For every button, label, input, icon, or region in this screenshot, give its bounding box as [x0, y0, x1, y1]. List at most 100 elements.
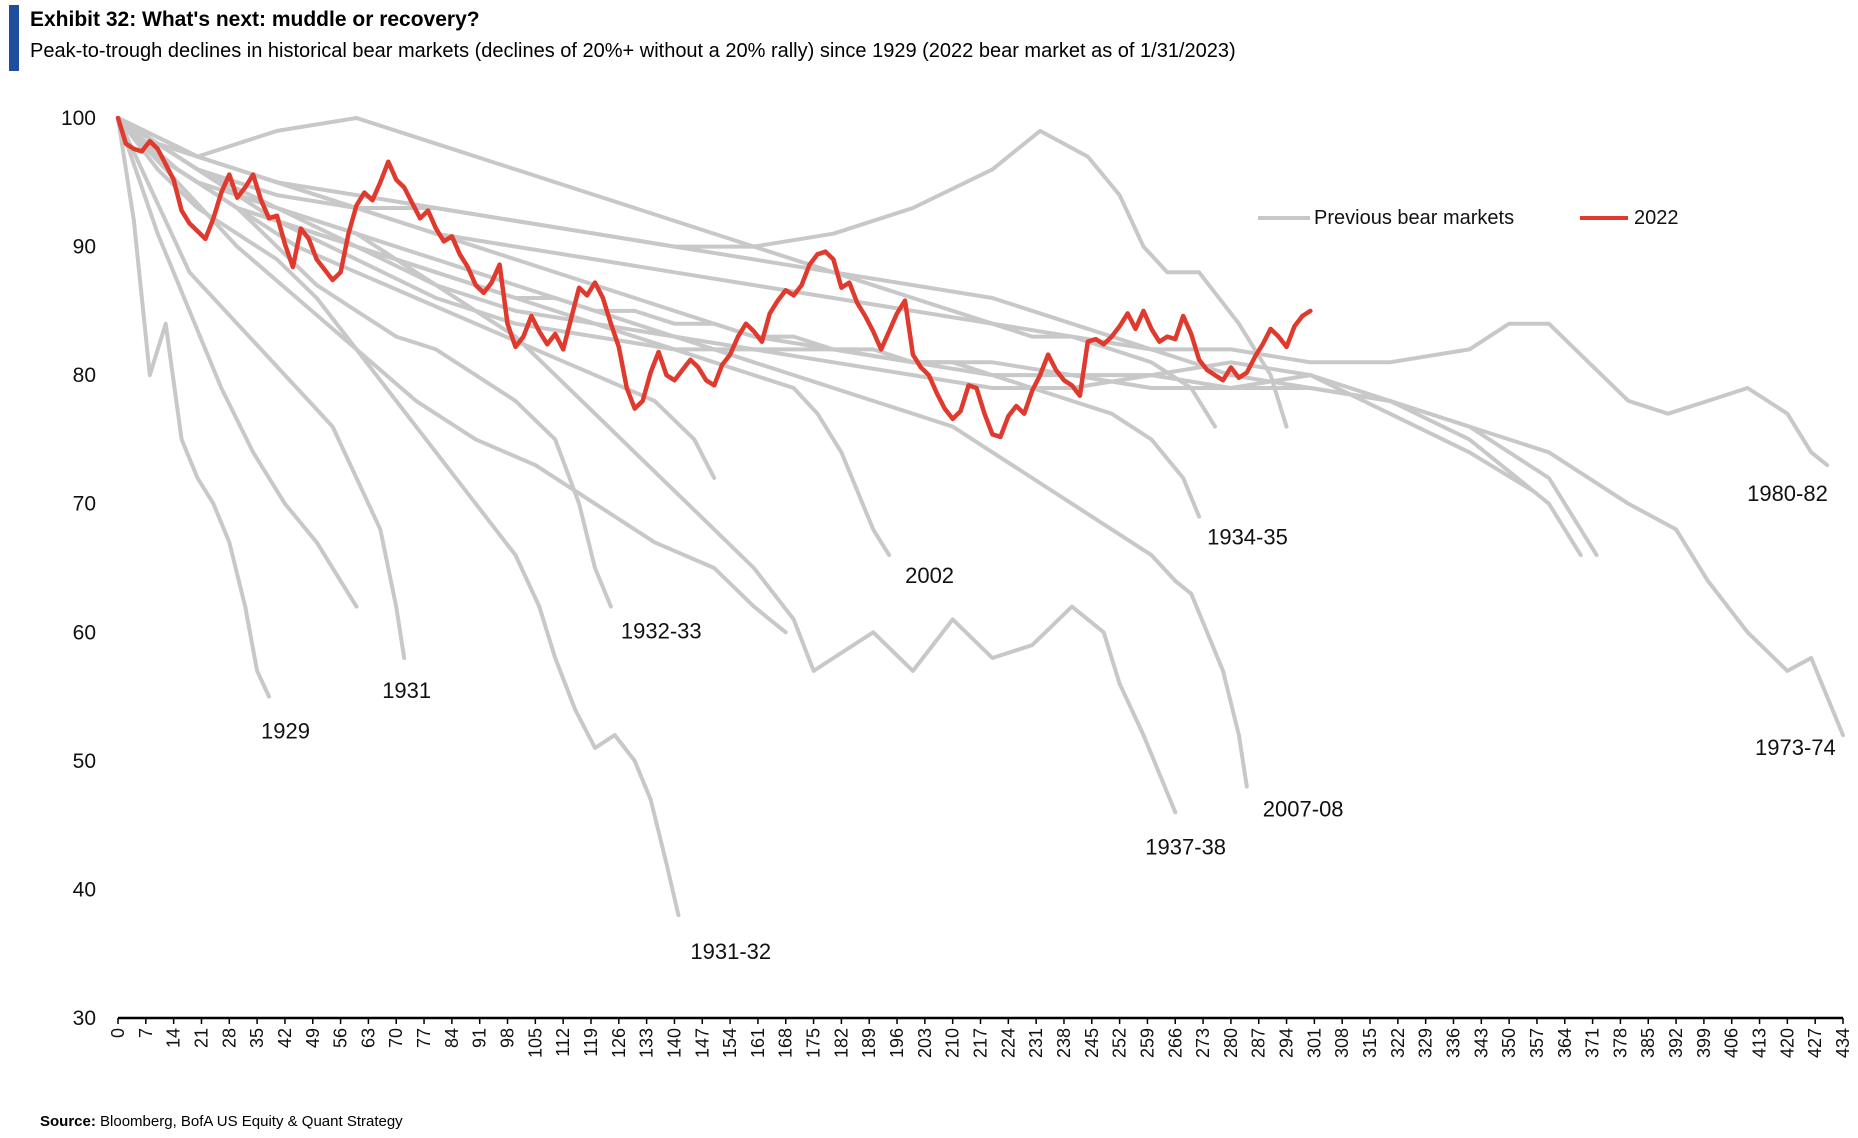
series-line-1929 — [116, 116, 271, 699]
x-tick-label: 168 — [776, 1028, 796, 1058]
x-tick-label: 210 — [943, 1028, 963, 1058]
x-tick-label: 350 — [1499, 1028, 1519, 1058]
x-tick-label: 70 — [386, 1028, 406, 1048]
series-line-unlabeled-17 — [116, 116, 359, 609]
legend: Previous bear markets 2022 — [1258, 207, 1679, 229]
x-tick-label: 364 — [1555, 1028, 1575, 1058]
x-tick-label: 98 — [498, 1028, 518, 1048]
x-tick-label: 245 — [1082, 1028, 1102, 1058]
x-tick-label: 77 — [414, 1028, 434, 1048]
series-label-1931: 1931 — [382, 678, 431, 703]
chart-subtitle: Peak-to-trough declines in historical be… — [30, 40, 1236, 62]
x-tick-label: 175 — [804, 1028, 824, 1058]
series-label-1973-74: 1973-74 — [1755, 735, 1836, 760]
x-tick-label: 7 — [136, 1028, 156, 1038]
series-line-1980-82 — [116, 116, 1830, 468]
x-tick-label: 203 — [915, 1028, 935, 1058]
x-tick-label: 49 — [303, 1028, 323, 1048]
x-tick-label: 336 — [1444, 1028, 1464, 1058]
x-tick-label: 385 — [1638, 1028, 1658, 1058]
x-tick-label: 217 — [971, 1028, 991, 1058]
accent-bar — [9, 5, 19, 71]
y-tick-label: 70 — [73, 493, 96, 516]
series-line-1931 — [116, 116, 407, 660]
y-tick-label: 60 — [73, 621, 96, 644]
x-tick-label: 399 — [1694, 1028, 1714, 1058]
series-label-1931-32: 1931-32 — [690, 939, 771, 964]
x-tick-label: 308 — [1332, 1028, 1352, 1058]
x-tick-label: 105 — [525, 1028, 545, 1058]
series-line-unlabeled-11 — [116, 116, 1583, 558]
series-label-1934-35: 1934-35 — [1207, 525, 1288, 550]
x-tick-label: 14 — [164, 1028, 184, 1048]
x-tick-label: 406 — [1722, 1028, 1742, 1058]
y-tick-label: 30 — [73, 1007, 96, 1030]
x-tick-label: 420 — [1777, 1028, 1797, 1058]
x-tick-label: 392 — [1666, 1028, 1686, 1058]
y-tick-label: 50 — [73, 750, 96, 773]
x-tick-label: 0 — [108, 1028, 128, 1038]
x-tick-label: 56 — [331, 1028, 351, 1048]
x-tick-label: 329 — [1416, 1028, 1436, 1058]
y-tick-label: 80 — [73, 364, 96, 387]
x-tick-label: 343 — [1471, 1028, 1491, 1058]
x-tick-label: 84 — [442, 1028, 462, 1048]
y-tick-label: 100 — [61, 107, 96, 130]
x-tick-label: 280 — [1221, 1028, 1241, 1058]
series-label-1937-38: 1937-38 — [1145, 834, 1226, 859]
series-labels: 1929 1931 1931-32 1932-33 2002 1934-35 1937-38… — [261, 481, 1836, 964]
x-tick-label: 140 — [665, 1028, 685, 1058]
chart-area: 30 40 50 60 70 80 90 100 0 7 14 21 28 35 42 49 56 63 70 77 8… — [61, 107, 1853, 1058]
x-tick-label: 252 — [1110, 1028, 1130, 1058]
x-tick-label: 231 — [1026, 1028, 1046, 1058]
legend-label-previous: Previous bear markets — [1314, 207, 1514, 229]
series-label-1929: 1929 — [261, 719, 310, 744]
x-tick-label: 147 — [692, 1028, 712, 1058]
current-series-group — [115, 115, 1313, 440]
x-tick-label: 133 — [637, 1028, 657, 1058]
x-tick-label: 322 — [1388, 1028, 1408, 1058]
x-tick-label: 434 — [1833, 1028, 1853, 1058]
series-line-1973-74 — [116, 116, 1845, 738]
series-line-unlabeled-14 — [116, 116, 717, 480]
series-line-1931-32 — [116, 116, 681, 918]
x-tick-label: 371 — [1583, 1028, 1603, 1058]
x-tick-label: 315 — [1360, 1028, 1380, 1058]
source-note: Source: Bloomberg, BofA US Equity & Quan… — [40, 1113, 403, 1130]
x-tick-label: 287 — [1249, 1028, 1269, 1058]
series-line-unlabeled-16 — [116, 116, 1289, 429]
series-label-2007-08: 2007-08 — [1263, 797, 1344, 822]
x-tick-label: 91 — [470, 1028, 490, 1048]
x-tick-label: 28 — [219, 1028, 239, 1048]
x-tick-label: 112 — [553, 1028, 573, 1057]
series-line-unlabeled-12 — [116, 116, 1535, 493]
x-tick-label: 154 — [720, 1028, 740, 1058]
x-tick-label: 126 — [609, 1028, 629, 1058]
source-label: Source: — [40, 1113, 96, 1130]
y-tick-label: 90 — [73, 236, 96, 259]
series-line-1934-35 — [116, 116, 1202, 519]
x-tick-label: 63 — [358, 1028, 378, 1048]
x-tick-label: 294 — [1277, 1028, 1297, 1058]
series-line-unlabeled-13 — [116, 116, 788, 635]
x-tick-label: 238 — [1054, 1028, 1074, 1058]
x-tick-label: 119 — [581, 1028, 601, 1057]
axes: 30 40 50 60 70 80 90 100 0 7 14 21 28 35 42 49 56 63 70 77 8… — [61, 107, 1853, 1058]
chart-title: Exhibit 32: What's next: muddle or recov… — [30, 8, 480, 31]
x-tick-label: 189 — [859, 1028, 879, 1058]
x-tick-label: 301 — [1304, 1028, 1324, 1058]
x-tick-label: 182 — [831, 1028, 851, 1058]
x-tick-label: 21 — [192, 1028, 212, 1048]
series-line-2007-08 — [116, 116, 1249, 789]
y-tick-label: 40 — [73, 878, 96, 901]
series-label-2002: 2002 — [905, 563, 954, 588]
series-label-1932-33: 1932-33 — [621, 619, 702, 644]
x-tick-label: 259 — [1137, 1028, 1157, 1058]
legend-label-2022: 2022 — [1634, 207, 1679, 229]
x-tick-label: 357 — [1527, 1028, 1547, 1058]
x-tick-label: 427 — [1805, 1028, 1825, 1058]
x-tick-label: 266 — [1165, 1028, 1185, 1058]
x-tick-label: 35 — [247, 1028, 267, 1048]
x-tick-label: 378 — [1610, 1028, 1630, 1058]
x-tick-label: 42 — [275, 1028, 295, 1048]
